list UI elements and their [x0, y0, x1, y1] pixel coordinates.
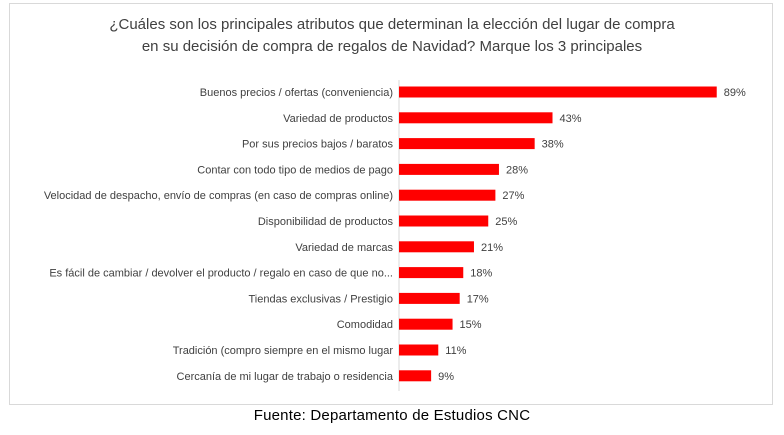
source-note: Fuente: Departamento de Estudios CNC [253, 407, 531, 424]
data-label: 17% [467, 293, 489, 305]
category-label: Variedad de marcas [295, 242, 393, 254]
data-label: 89% [724, 87, 746, 99]
category-label: Velocidad de despacho, envío de compras … [44, 190, 393, 202]
category-label: Comodidad [337, 319, 393, 331]
category-label: Es fácil de cambiar / devolver el produc… [49, 268, 393, 280]
data-label: 25% [495, 216, 517, 228]
category-label: Por sus precios bajos / baratos [242, 139, 394, 151]
category-label: Disponibilidad de productos [258, 216, 394, 228]
bar [399, 292, 460, 304]
bar [399, 267, 464, 279]
bar [399, 318, 453, 330]
data-label: 28% [506, 164, 528, 176]
data-label: 15% [460, 319, 482, 331]
category-label: Cercanía de mi lugar de trabajo o reside… [177, 371, 394, 383]
bar-chart: Buenos precios / ofertas (conveniencia) 8… [44, 80, 746, 391]
chart-title-line-2: en su decisión de compra de regalos de N… [141, 38, 643, 55]
bar [399, 215, 489, 227]
data-label: 21% [481, 242, 503, 254]
bar [399, 163, 499, 175]
bar [399, 138, 535, 150]
bar [399, 112, 553, 124]
chart-title: ¿Cuáles son los principales atributos qu… [10, 14, 774, 58]
data-label: 18% [470, 268, 492, 280]
chart-frame: ¿Cuáles son los principales atributos qu… [9, 3, 773, 405]
bar [399, 241, 474, 253]
category-label: Buenos precios / ofertas (conveniencia) [200, 87, 393, 99]
bar [399, 370, 432, 382]
category-label: Contar con todo tipo de medios de pago [197, 164, 393, 176]
category-label: Tiendas exclusivas / Prestigio [249, 293, 394, 305]
bar [399, 189, 496, 201]
chart-title-line-1: ¿Cuáles son los principales atributos qu… [109, 16, 675, 33]
category-label: Tradición (compro siempre en el mismo lu… [173, 345, 394, 357]
data-label: 9% [438, 371, 454, 383]
bar [399, 86, 717, 98]
data-label: 43% [560, 113, 582, 125]
data-label: 38% [542, 139, 564, 151]
data-label: 11% [445, 345, 466, 357]
category-label: Variedad de productos [283, 113, 393, 125]
bar [399, 344, 439, 356]
data-label: 27% [502, 190, 524, 202]
